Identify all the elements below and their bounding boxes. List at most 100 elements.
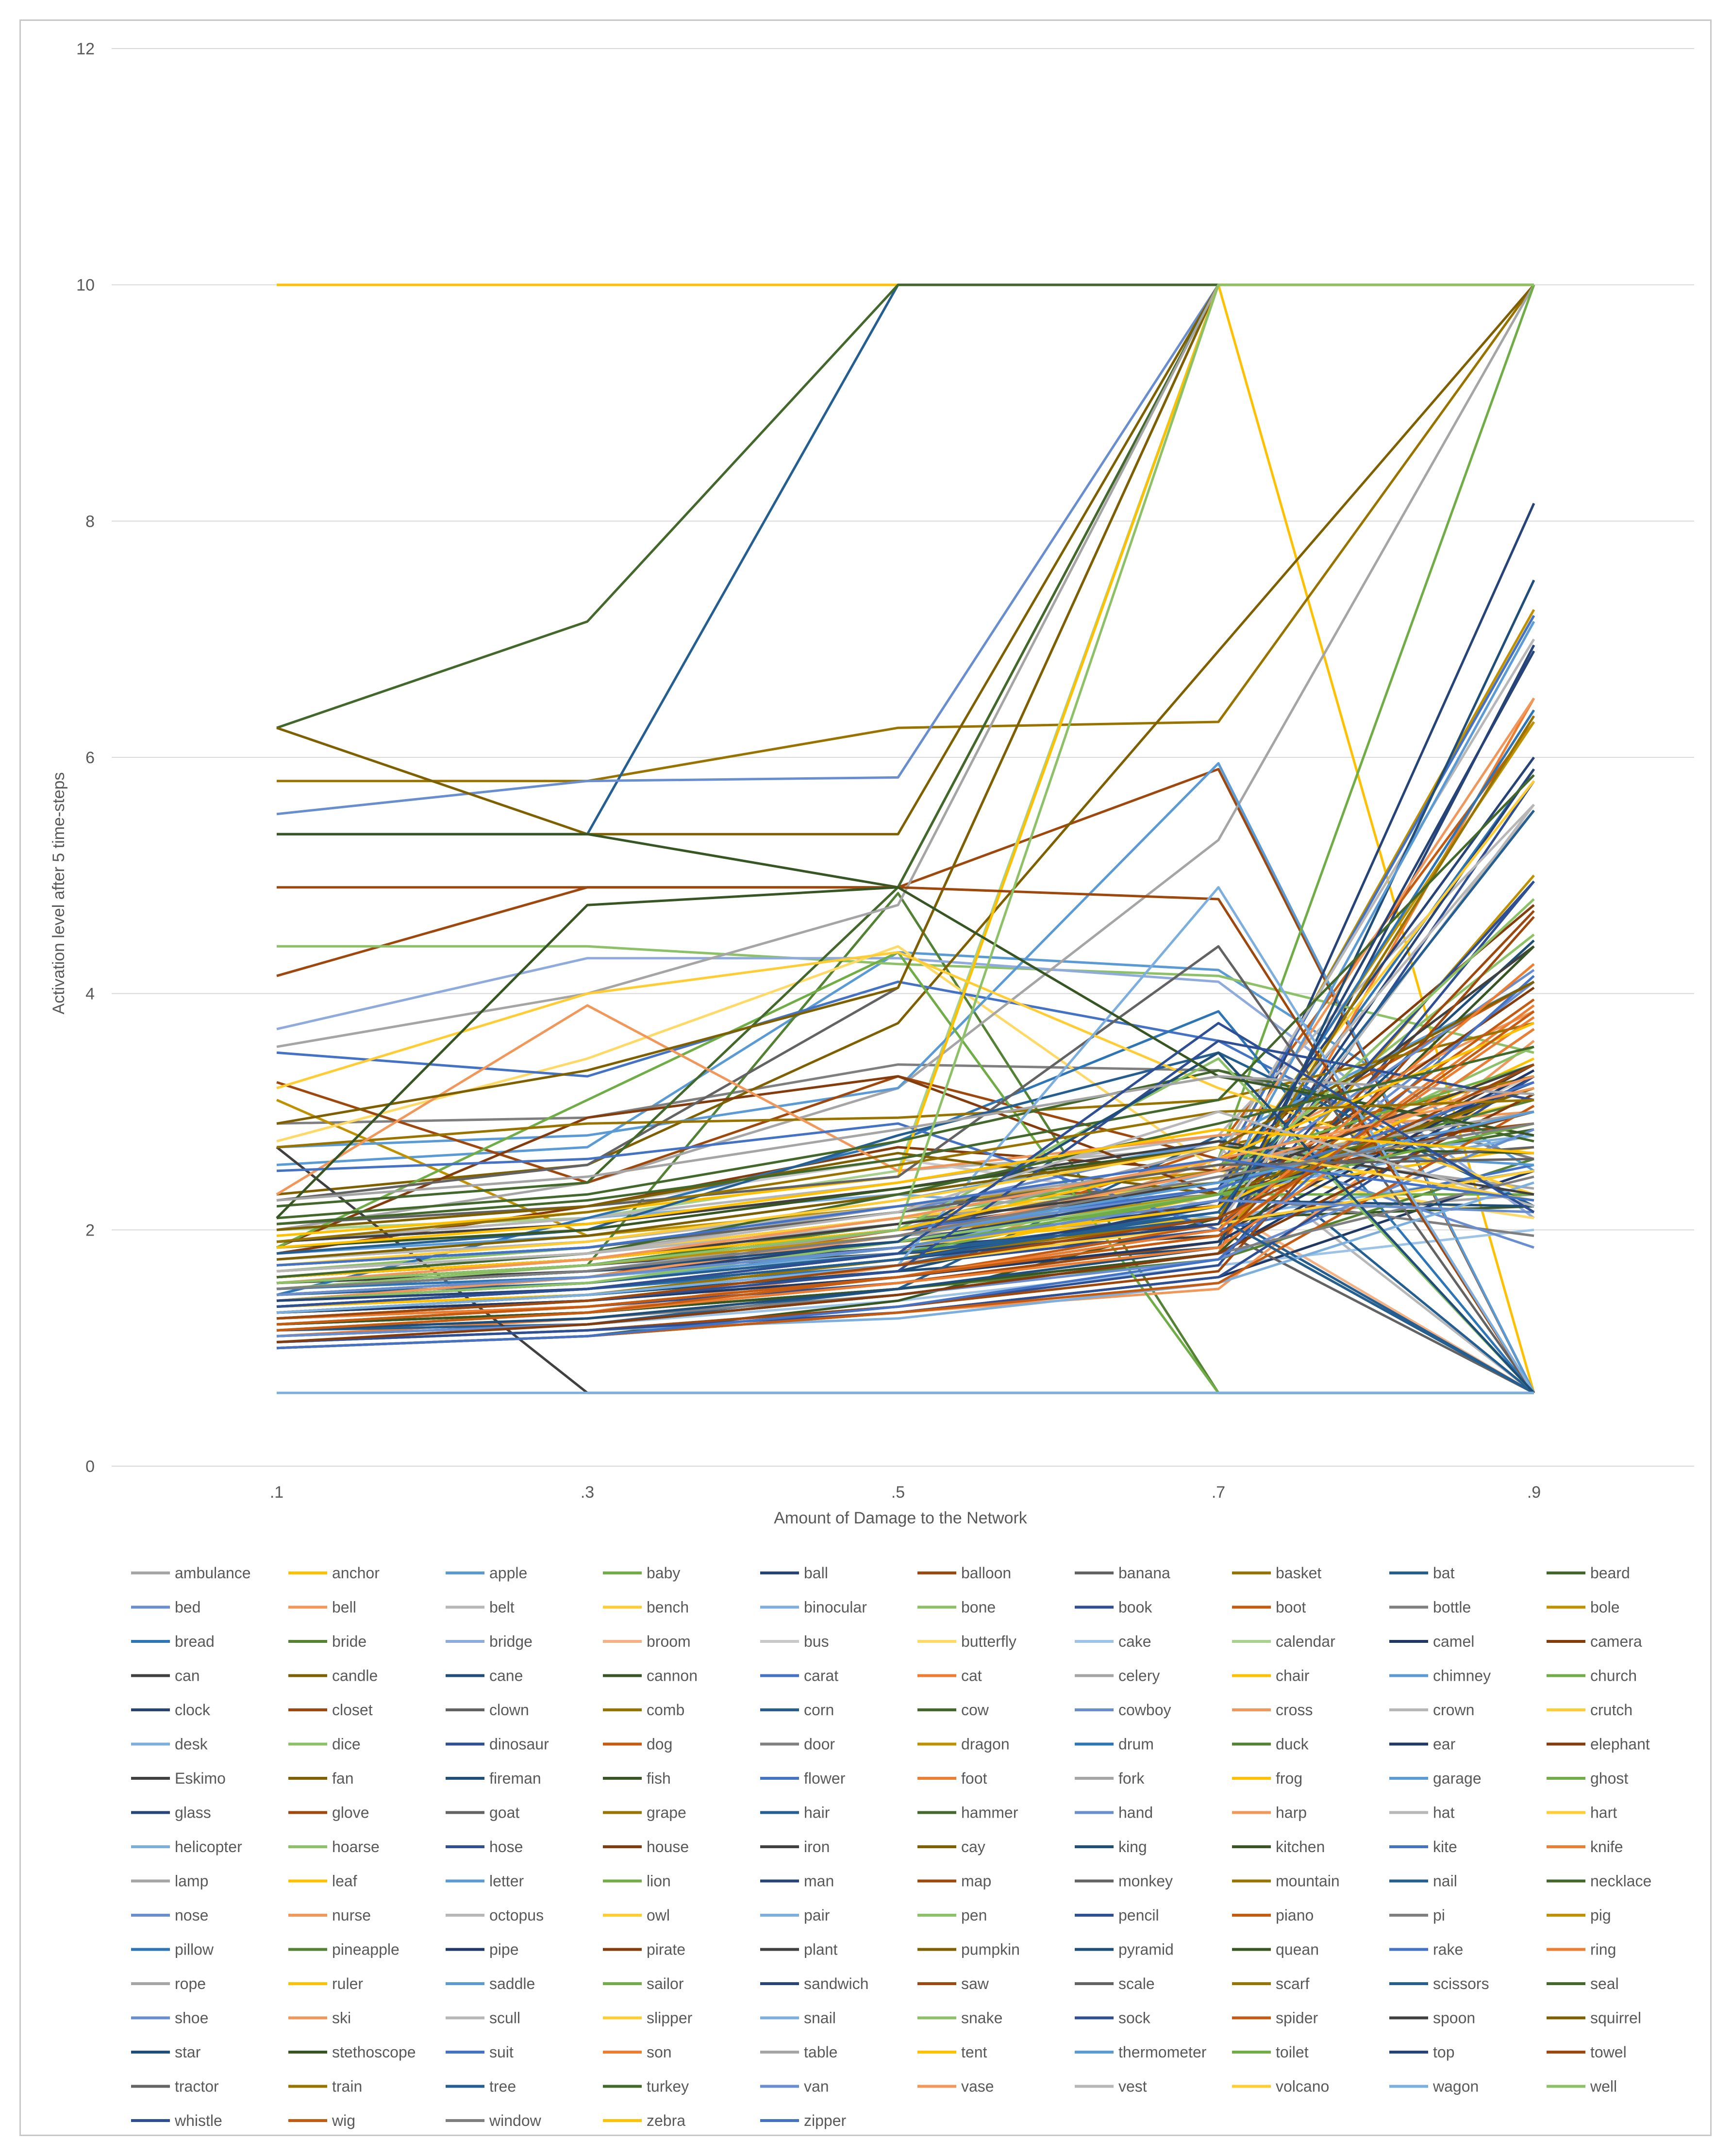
legend-label: toilet — [1276, 2043, 1309, 2061]
legend-item: piano — [1232, 1906, 1314, 1924]
legend-item: nose — [131, 1906, 208, 1924]
legend-label: son — [647, 2043, 672, 2061]
legend-label: drum — [1118, 1736, 1154, 1753]
legend-label: apple — [489, 1564, 527, 1582]
legend-label: rake — [1433, 1941, 1463, 1958]
legend-item: turkey — [603, 2078, 689, 2095]
legend-item: scale — [1075, 1975, 1155, 1992]
legend-item: helicopter — [131, 1838, 242, 1855]
legend-item: bell — [288, 1599, 356, 1616]
legend-item: elephant — [1547, 1736, 1650, 1753]
legend-label: scarf — [1276, 1975, 1309, 1992]
legend-label: pirate — [647, 1941, 685, 1958]
legend-label: pen — [961, 1906, 987, 1924]
legend-item: boot — [1232, 1599, 1306, 1616]
legend-label: cat — [961, 1667, 982, 1685]
legend-label: wig — [332, 2112, 355, 2129]
legend-item: squirrel — [1547, 2009, 1641, 2027]
legend-item: corn — [760, 1701, 834, 1719]
legend-label: anchor — [332, 1564, 380, 1582]
series-line-candle — [276, 284, 1535, 1196]
y-tick-label: 0 — [85, 1457, 95, 1476]
legend-item: banana — [1075, 1564, 1170, 1582]
legend-label: squirrel — [1590, 2009, 1641, 2027]
legend-item: ball — [760, 1564, 828, 1582]
legend-item: towel — [1547, 2043, 1627, 2061]
legend-label: whistle — [174, 2112, 222, 2129]
legend-item: bone — [917, 1599, 996, 1616]
legend-item: train — [288, 2078, 362, 2095]
legend-label: flower — [804, 1770, 846, 1787]
legend-item: flower — [760, 1770, 846, 1787]
legend-label: balloon — [961, 1564, 1011, 1582]
legend-label: train — [332, 2078, 362, 2095]
series-line-basket — [277, 284, 1535, 783]
legend-label: saw — [961, 1975, 989, 1992]
legend-label: octopus — [489, 1906, 544, 1924]
legend-label: can — [175, 1667, 200, 1685]
legend-label: vest — [1118, 2078, 1147, 2095]
series-line-fan — [276, 284, 1534, 836]
legend-item: necklace — [1547, 1872, 1651, 1890]
legend-label: banana — [1118, 1564, 1170, 1582]
legend-item: window — [446, 2112, 542, 2129]
legend-label: hand — [1118, 1804, 1153, 1822]
legend-label: pipe — [489, 1941, 519, 1958]
legend-label: table — [804, 2043, 837, 2061]
legend-label: frog — [1276, 1770, 1302, 1787]
legend-label: sock — [1118, 2009, 1151, 2027]
legend-label: baby — [647, 1564, 680, 1582]
series-line-kite — [276, 1122, 1534, 1231]
legend-item: ambulance — [131, 1564, 251, 1582]
series-line-fish — [277, 284, 1534, 889]
legend-label: ear — [1433, 1736, 1456, 1753]
legend-item: sailor — [603, 1975, 684, 1992]
legend-label: slipper — [647, 2009, 693, 2027]
legend-label: ball — [804, 1564, 828, 1582]
legend-label: hammer — [961, 1804, 1018, 1822]
legend-label: saddle — [489, 1975, 535, 1992]
legend-label: suit — [489, 2043, 514, 2061]
legend-item: monkey — [1075, 1872, 1173, 1890]
legend-item: scissors — [1389, 1975, 1489, 1992]
legend-label: spider — [1276, 2009, 1318, 2027]
y-tick-label: 4 — [85, 985, 95, 1003]
legend-label: scale — [1118, 1975, 1155, 1992]
legend-label: vase — [961, 2078, 994, 2095]
legend-label: binocular — [804, 1599, 867, 1616]
legend-label: hose — [489, 1838, 523, 1855]
series-line-table — [276, 1075, 1534, 1202]
legend-item: king — [1075, 1838, 1147, 1855]
legend-item: pineapple — [288, 1941, 400, 1958]
legend-item: leaf — [288, 1872, 357, 1890]
legend-label: basket — [1276, 1564, 1321, 1582]
legend-label: glove — [332, 1804, 369, 1822]
legend-label: pencil — [1118, 1906, 1159, 1924]
legend-label: bride — [332, 1633, 366, 1650]
legend-item: quean — [1232, 1941, 1319, 1958]
legend-item: clown — [446, 1701, 529, 1719]
legend-label: chimney — [1433, 1667, 1491, 1685]
legend-item: vase — [917, 2078, 994, 2095]
legend-item: crown — [1389, 1701, 1474, 1719]
legend-item: scull — [446, 2009, 520, 2027]
legend-label: pillow — [175, 1941, 214, 1958]
legend-item: scarf — [1232, 1975, 1309, 1992]
legend-item: pi — [1389, 1906, 1445, 1924]
legend-label: broom — [647, 1633, 691, 1650]
legend-item: tractor — [131, 2078, 219, 2095]
legend-item: book — [1075, 1599, 1152, 1616]
y-tick-label: 12 — [76, 40, 95, 58]
legend-label: ruler — [332, 1975, 363, 1992]
series-line-volcano — [276, 1146, 1534, 1267]
legend-label: plant — [804, 1941, 838, 1958]
legend-label: calendar — [1276, 1633, 1335, 1650]
legend-label: nail — [1433, 1872, 1457, 1890]
legend-label: fish — [647, 1770, 671, 1787]
legend-item: frog — [1232, 1770, 1302, 1787]
y-tick-label: 6 — [85, 749, 95, 767]
legend: ambulance anchor apple baby ball balloon banan… — [131, 1564, 1651, 2129]
legend-item: celery — [1075, 1667, 1160, 1685]
legend-label: shoe — [175, 2009, 208, 2027]
series-line-grape — [276, 1022, 1534, 1149]
